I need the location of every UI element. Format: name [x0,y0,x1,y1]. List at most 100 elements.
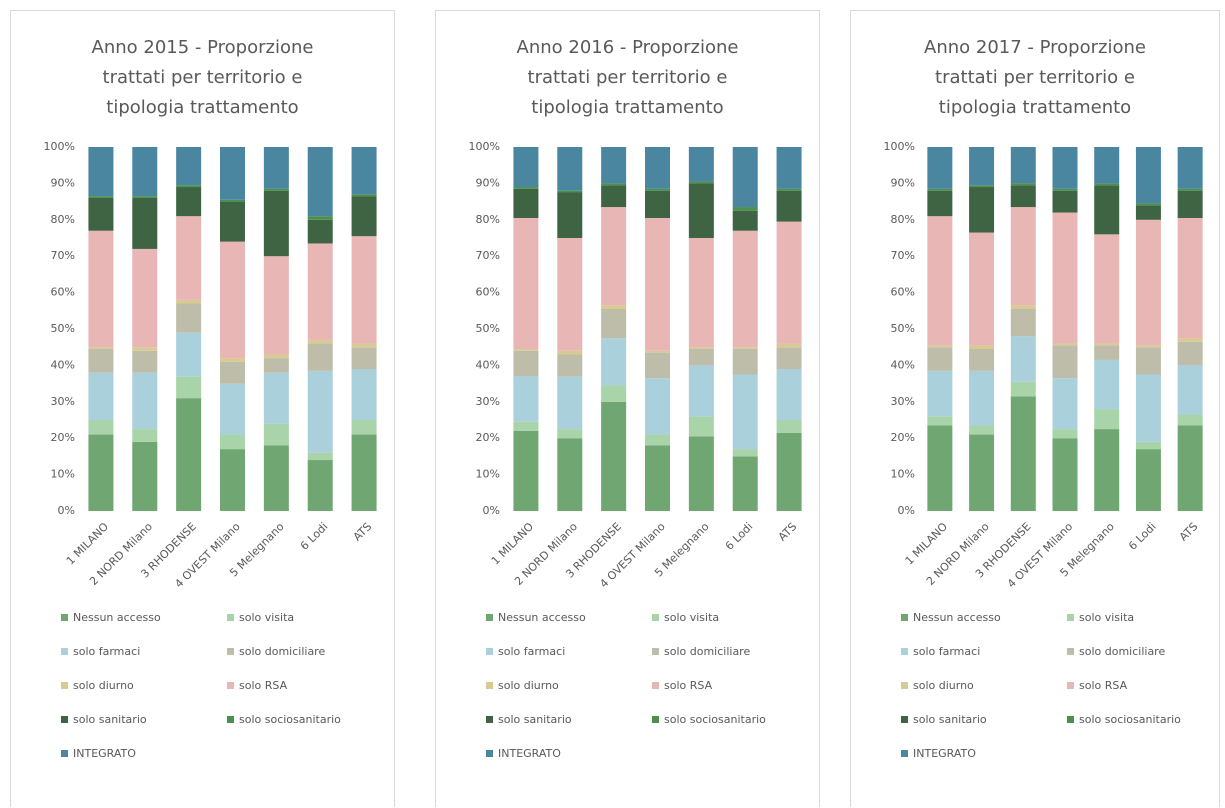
chart-panel: Anno 2017 - Proporzione trattati per ter… [850,10,1220,807]
bar-segment [1135,203,1161,206]
y-tick-label: 100% [44,140,75,153]
legend-label: solo farmaci [73,645,140,658]
bar-segment [601,183,627,186]
legend-swatch [1067,648,1074,655]
legend-label: solo sanitario [913,713,987,726]
bar-segment [351,347,377,370]
bar-segment [776,432,802,511]
bar-segment [776,343,802,348]
bar-segment [176,147,202,186]
y-tick-label: 60% [476,286,500,299]
bar-segment [732,147,758,208]
bar-segment [263,256,289,355]
y-tick-label: 100% [884,140,915,153]
bar-segment [132,196,158,198]
y-tick-label: 40% [891,358,915,371]
bar-segment [688,416,714,437]
bar-segment [1052,345,1078,379]
bar-segment [1010,381,1036,397]
legend-swatch [1067,614,1074,621]
legend-label: solo visita [239,611,294,624]
legend-swatch [901,716,908,723]
bar-segment [927,216,953,346]
bar-segment [601,207,627,306]
legend-label: Nessun accesso [73,611,161,624]
bar-segment [927,347,953,371]
legend-label: solo sanitario [498,713,572,726]
legend-label: solo diurno [73,679,134,692]
bar-segment [132,347,158,351]
bar-segment [132,197,158,249]
bar-segment [351,434,377,511]
bar-segment [351,194,377,197]
chart: 0%10%20%30%40%50%60%70%80%90%100%1 MILAN… [469,140,802,760]
bar-segment [732,374,758,450]
bar-segment [220,434,245,450]
y-tick-label: 70% [891,249,915,262]
legend-swatch [486,750,493,757]
bar-segment [645,378,670,435]
bar-segment [132,372,158,430]
bar-segment [88,420,114,435]
bar-segment [132,429,158,442]
bar-segment [132,147,158,197]
legend-swatch [486,682,493,689]
bar-segment [776,420,802,433]
legend-label: solo farmaci [498,645,565,658]
bar-segment [776,147,802,189]
x-tick-label: 6 Lodi [1126,520,1159,553]
bar-segment [645,350,670,353]
bar-segment [1094,345,1120,360]
bar-segment [513,147,539,188]
bar-segment [969,232,995,346]
chart-title: Anno 2016 - Proporzione trattati per ter… [516,37,739,118]
bar-segment [557,192,583,238]
bar-segment [176,187,202,217]
bar-segment [688,347,714,350]
bar-segment [1135,345,1161,348]
bar-segment [220,201,245,242]
bar-segment [307,219,333,244]
bar-segment [969,185,995,188]
bar-segment [132,248,158,348]
bar-segment [776,190,802,222]
y-tick-label: 10% [476,468,500,481]
bar-segment [220,361,245,384]
bar-segment [601,185,627,208]
legend-swatch [652,648,659,655]
y-tick-label: 40% [476,358,500,371]
bar-segment [1010,336,1036,382]
x-tick-label: ATS [351,520,375,544]
bar-segment [1177,188,1203,191]
legend-label: solo farmaci [913,645,980,658]
legend-swatch [901,750,908,757]
bar-segment [1094,359,1120,410]
chart-panel: Anno 2016 - Proporzione trattati per ter… [435,10,820,807]
bar-segment [1052,343,1078,346]
bar-segment [1177,365,1203,415]
bar-segment [176,398,202,511]
y-tick-label: 0% [898,504,915,517]
bar-segment [557,376,583,430]
bar-segment [927,425,953,511]
y-tick-label: 10% [51,468,75,481]
legend-label: INTEGRATO [913,747,976,760]
y-tick-label: 90% [891,176,915,189]
bar-segment [601,147,627,184]
bar-segment [88,230,114,348]
legend-swatch [61,614,68,621]
bar-segment [645,217,670,351]
chart: 0%10%20%30%40%50%60%70%80%90%100%1 MILAN… [884,140,1203,760]
bar-segment [1135,219,1161,346]
bar-segment [1010,147,1036,184]
legend-swatch [227,648,234,655]
chart-panel: Anno 2015 - Proporzione trattati per ter… [10,10,395,807]
x-tick-label: 6 Lodi [723,520,756,553]
bar-segment [776,221,802,344]
y-tick-label: 50% [476,322,500,335]
bar-segment [1135,441,1161,450]
legend-label: solo RSA [664,679,713,692]
legend-swatch [486,648,493,655]
legend-swatch [1067,716,1074,723]
bar-segment [732,210,758,231]
